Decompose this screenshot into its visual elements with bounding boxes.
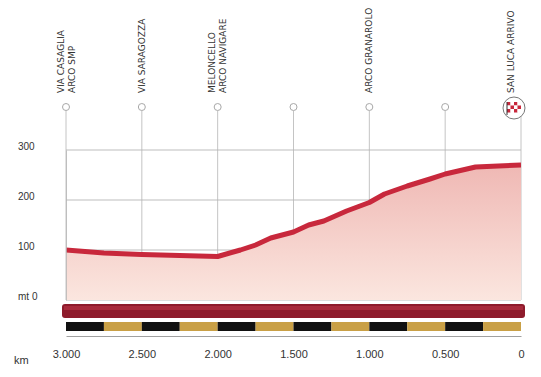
x-tick-label: 1.000 <box>356 348 384 360</box>
waypoint-label: SAN LUCA ARRIVO <box>506 11 516 94</box>
km-segment <box>256 322 294 331</box>
finish-check <box>518 102 522 106</box>
finish-circle <box>503 97 525 119</box>
km-segment <box>407 322 445 331</box>
y-tick-label: mt 0 <box>18 291 38 302</box>
km-segment <box>66 322 104 331</box>
x-tick-label: 2.500 <box>129 348 157 360</box>
finish-check <box>507 109 511 113</box>
finish-check <box>514 106 518 110</box>
profile-line <box>66 165 521 257</box>
chart: 3.000 2.500 2.000 1.500 1.000 0.500 0 km mt 0 100… <box>0 0 541 377</box>
finish-check <box>507 102 511 106</box>
x-tick: 1.500 <box>280 336 308 360</box>
finish-check <box>518 109 522 113</box>
x-tick-label: 2.000 <box>204 348 232 360</box>
finish-check <box>511 106 515 110</box>
y-axis-line <box>66 151 67 301</box>
waypoint-dot <box>138 104 145 111</box>
x-axis: 3.000 2.500 2.000 1.500 1.000 0.500 0 <box>53 336 525 360</box>
x-axis-line <box>67 336 522 337</box>
x-tick: 2.500 <box>129 336 157 360</box>
km-segment <box>445 322 483 331</box>
km-bar <box>66 322 521 331</box>
km-segment <box>142 322 180 331</box>
y-tick: 300 <box>18 141 66 152</box>
finish-check <box>514 109 518 113</box>
y-axis: mt 0 100 200 300 <box>18 141 67 302</box>
y-tick: mt 0 <box>18 291 66 302</box>
waypoint-label: ARCO SMP <box>67 45 77 93</box>
km-segment <box>294 322 332 331</box>
km-segment <box>104 322 142 331</box>
x-tick-label: 1.500 <box>280 348 308 360</box>
y-tick: 200 <box>18 191 66 202</box>
base-band-highlight <box>64 306 523 310</box>
y-tick-label: 300 <box>18 141 35 152</box>
x-tick: 2.000 <box>204 336 232 360</box>
km-segment <box>331 322 369 331</box>
waypoint-dot <box>290 104 297 111</box>
km-segment <box>218 322 256 331</box>
x-tick: 1.000 <box>356 336 384 360</box>
waypoint-label: ARCO GRANAROLO <box>364 8 374 93</box>
y-tick-label: 100 <box>18 241 35 252</box>
finish-check <box>511 102 515 106</box>
km-segment <box>180 322 218 331</box>
base-band <box>62 304 525 318</box>
finish-check <box>514 102 518 106</box>
waypoint-label: VIA SARAGOZZA <box>137 18 147 93</box>
km-segment <box>483 322 521 331</box>
x-tick: 0.500 <box>432 336 460 360</box>
x-tick-label: 0 <box>518 348 524 360</box>
x-tick-label: 0.500 <box>432 348 460 360</box>
finish-pole <box>507 102 508 115</box>
waypoint-label: ARCO NAVIGARE <box>218 18 228 93</box>
waypoint-label: MELONCELLO <box>207 32 217 93</box>
profile-area <box>66 165 521 300</box>
x-axis-label: km <box>14 354 29 366</box>
waypoint-label: VIA CASAGLIA <box>56 29 66 93</box>
y-tick-label: 200 <box>18 191 35 202</box>
finish-check <box>507 106 511 110</box>
plot <box>66 165 521 300</box>
finish-icon <box>503 97 525 119</box>
km-segment <box>369 322 407 331</box>
y-tick: 100 <box>18 241 66 252</box>
x-tick-label: 3.000 <box>53 348 81 360</box>
finish-check <box>511 109 515 113</box>
annotations: VIA CASAGLIAARCO SMP VIA SARAGOZZA MELONCE… <box>56 8 517 93</box>
finish-check <box>518 106 522 110</box>
waypoint-dot <box>63 104 70 111</box>
x-tick: 0 <box>518 336 524 360</box>
waypoint-dot <box>214 104 221 111</box>
x-tick: 3.000 <box>53 336 81 360</box>
waypoint-dot <box>442 104 449 111</box>
waypoint-dot <box>366 104 373 111</box>
guides <box>63 104 525 301</box>
